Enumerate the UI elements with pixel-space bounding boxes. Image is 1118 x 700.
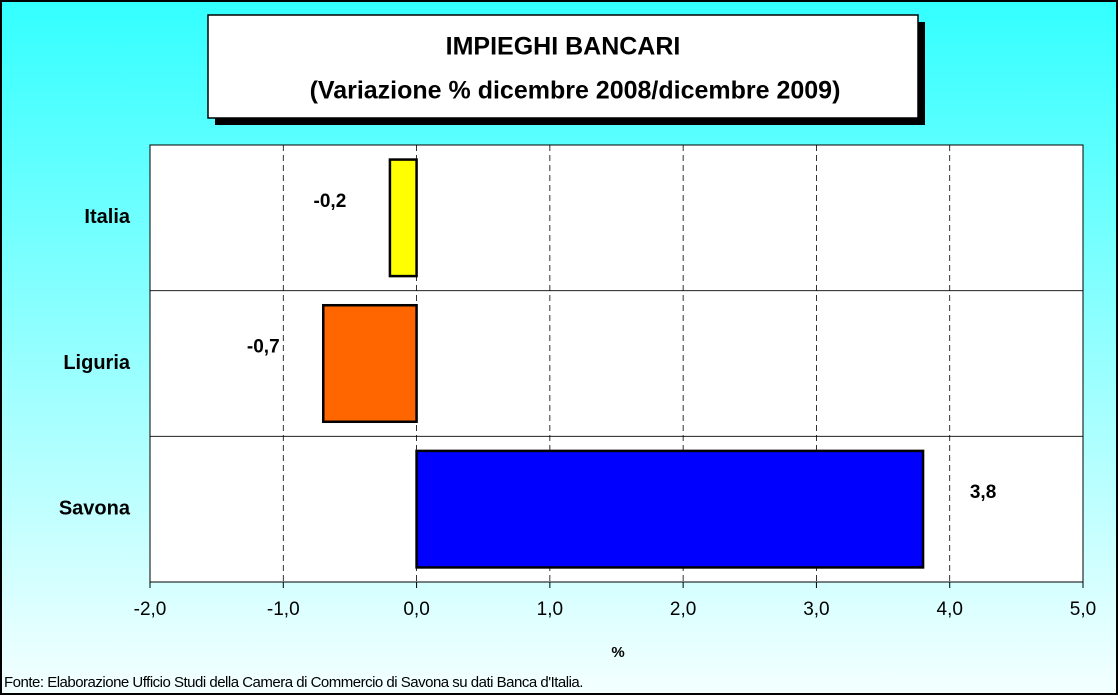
x-tick-label: 1,0 <box>537 599 563 620</box>
y-tick-label: Italia <box>84 206 130 228</box>
data-label: 3,8 <box>970 482 996 503</box>
bar <box>322 303 418 424</box>
plot-border <box>149 144 1084 583</box>
source-note: Fonte: Elaborazione Ufficio Studi della … <box>4 674 583 691</box>
y-tick-label: Savona <box>59 497 131 519</box>
x-tick-label: 5,0 <box>1070 599 1096 620</box>
bar <box>388 158 418 278</box>
x-axis-label: % <box>611 644 624 661</box>
x-tick-label: 4,0 <box>937 599 963 620</box>
x-tick-label: -2,0 <box>134 599 167 620</box>
chart-title: IMPIEGHI BANCARI <box>446 33 681 61</box>
data-label: -0,7 <box>247 337 280 358</box>
x-tick-label: -1,0 <box>267 599 300 620</box>
y-tick-label: Liguria <box>63 352 131 374</box>
x-tick-label: 2,0 <box>670 599 696 620</box>
data-label: -0,2 <box>314 191 347 212</box>
x-tick-label: 0,0 <box>403 599 429 620</box>
x-tick-label: 3,0 <box>803 599 829 620</box>
bar <box>415 449 925 569</box>
title-box <box>207 14 919 119</box>
chart-subtitle: (Variazione % dicembre 2008/dicembre 200… <box>310 77 841 105</box>
